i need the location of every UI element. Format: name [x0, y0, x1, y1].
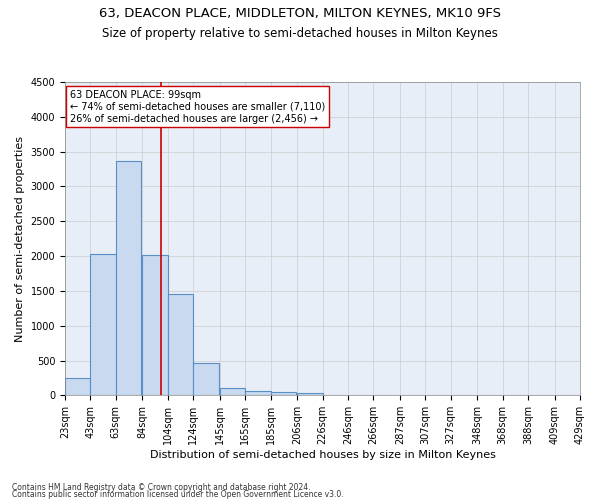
Text: Contains HM Land Registry data © Crown copyright and database right 2024.: Contains HM Land Registry data © Crown c…: [12, 484, 311, 492]
Text: 63 DEACON PLACE: 99sqm
← 74% of semi-detached houses are smaller (7,110)
26% of : 63 DEACON PLACE: 99sqm ← 74% of semi-det…: [70, 90, 325, 124]
Bar: [220, 388, 245, 396]
X-axis label: Distribution of semi-detached houses by size in Milton Keynes: Distribution of semi-detached houses by …: [149, 450, 496, 460]
Bar: [65, 378, 91, 396]
Bar: [271, 392, 296, 396]
Text: Contains public sector information licensed under the Open Government Licence v3: Contains public sector information licen…: [12, 490, 344, 499]
Text: Size of property relative to semi-detached houses in Milton Keynes: Size of property relative to semi-detach…: [102, 28, 498, 40]
Bar: [297, 392, 323, 396]
Bar: [91, 254, 116, 396]
Bar: [193, 362, 218, 396]
Bar: [142, 254, 168, 396]
Bar: [116, 160, 141, 396]
Y-axis label: Number of semi-detached properties: Number of semi-detached properties: [15, 136, 25, 342]
Text: 63, DEACON PLACE, MIDDLETON, MILTON KEYNES, MK10 9FS: 63, DEACON PLACE, MIDDLETON, MILTON KEYN…: [99, 8, 501, 20]
Bar: [245, 391, 271, 396]
Bar: [168, 294, 193, 396]
